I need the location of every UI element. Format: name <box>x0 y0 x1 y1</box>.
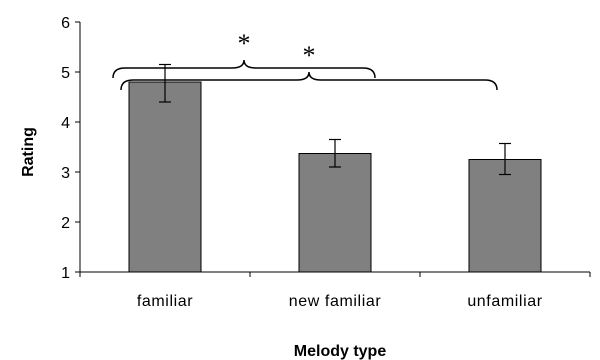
bar-new-familiar <box>298 153 372 273</box>
x-tick-label: unfamiliar <box>467 293 542 310</box>
tick-labels: 1 2 3 4 5 6 familiar new familiar unfamiliar <box>61 15 542 310</box>
y-tick-label: 1 <box>61 265 70 282</box>
significance-braces: * * <box>112 29 498 91</box>
bars <box>128 81 542 273</box>
y-tick-label: 2 <box>61 215 70 232</box>
x-tick-label: familiar <box>137 293 193 310</box>
y-tick-label: 4 <box>61 115 70 132</box>
y-tick-label: 3 <box>61 165 70 182</box>
bar-unfamiliar <box>468 159 542 273</box>
y-tick-label: 6 <box>61 15 70 32</box>
significance-brace-familiar-new <box>112 59 376 79</box>
x-axis-title: Melody type <box>294 343 387 360</box>
y-axis-title: Rating <box>20 127 37 177</box>
x-tick-label: new familiar <box>289 293 382 310</box>
significance-brace-familiar-unfamiliar <box>120 71 498 91</box>
y-tick-label: 5 <box>61 65 70 82</box>
significance-asterisk: * <box>303 41 316 70</box>
significance-asterisk: * <box>238 29 251 58</box>
bar-familiar <box>128 81 202 273</box>
error-bars <box>159 63 511 176</box>
